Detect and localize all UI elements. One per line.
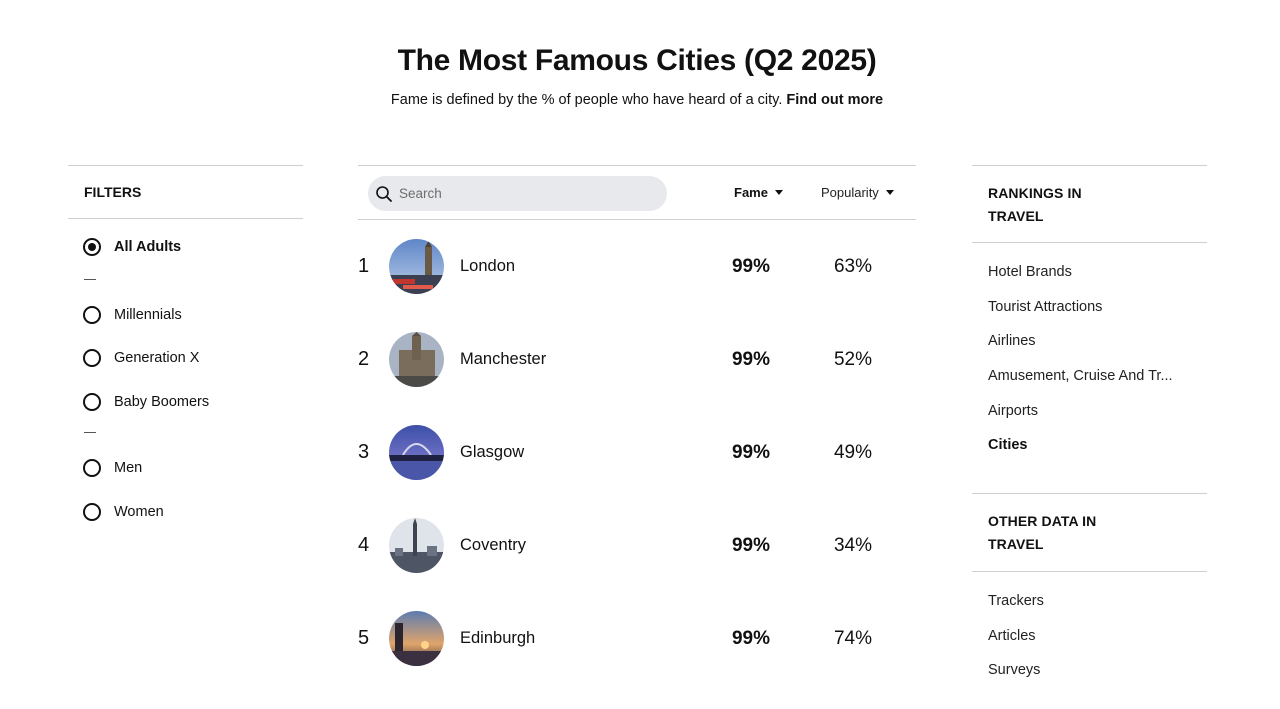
city-name: Edinburgh: [460, 629, 536, 647]
radio-icon[interactable]: [83, 393, 101, 411]
fame-value: 99%: [731, 441, 771, 463]
other-data-heading-line: TRAVEL: [988, 535, 1044, 552]
city-name: Manchester: [460, 350, 547, 368]
city-thumbnail: [389, 331, 444, 387]
sort-fame-button[interactable]: Fame: [734, 185, 783, 200]
other-data-heading: OTHER DATA IN TRAVEL: [972, 493, 1207, 572]
link-tourist-attractions[interactable]: Tourist Attractions: [988, 299, 1103, 315]
divider-dash: [84, 279, 96, 280]
page-title: The Most Famous Cities (Q2 2025): [397, 44, 877, 77]
filter-label: Baby Boomers: [114, 394, 210, 410]
link-airports[interactable]: Airports: [988, 403, 1038, 419]
search-icon: [376, 185, 392, 202]
rank-number: 3: [358, 441, 370, 463]
table-row[interactable]: 2 Manchester 99% 52%: [358, 313, 916, 406]
radio-icon[interactable]: [83, 459, 101, 477]
city-thumbnail: [389, 610, 444, 666]
rank-number: 4: [358, 534, 370, 556]
table-row[interactable]: 3 Glasgow 99% 49%: [358, 406, 916, 499]
radio-icon[interactable]: [83, 503, 101, 521]
filter-label: All Adults: [114, 239, 182, 255]
link-airlines[interactable]: Airlines: [988, 333, 1036, 349]
popularity-value: 52%: [833, 348, 873, 370]
city-name: Glasgow: [460, 443, 525, 461]
link-cities[interactable]: Cities: [988, 437, 1028, 453]
filter-label: Women: [114, 504, 164, 520]
popularity-value: 34%: [833, 534, 873, 556]
filters-panel: FILTERS All Adults Millennials Generatio…: [68, 165, 303, 521]
filter-all-adults[interactable]: All Adults: [83, 238, 181, 256]
table-row[interactable]: 5 Edinburgh 99% 74%: [358, 592, 916, 685]
fame-value: 99%: [731, 348, 771, 370]
rankings-table: Fame Popularity 1: [358, 165, 916, 666]
fame-value: 99%: [731, 534, 771, 556]
filter-label: Generation X: [114, 350, 200, 366]
search-box[interactable]: [368, 176, 667, 211]
right-sidebar: RANKINGS IN TRAVEL Hotel Brands Tourist …: [972, 165, 1207, 678]
city-thumbnail: [389, 517, 444, 573]
link-hotel-brands[interactable]: Hotel Brands: [988, 264, 1072, 280]
sort-fame-label: Fame: [734, 185, 768, 200]
link-amusement-cruise[interactable]: Amusement, Cruise And Tr...: [988, 368, 1173, 384]
radio-checked-icon[interactable]: [83, 238, 101, 256]
caret-down-icon: [885, 190, 894, 195]
filter-baby-boomers[interactable]: Baby Boomers: [83, 393, 209, 411]
rank-number: 1: [358, 255, 370, 277]
table-toolbar: Fame Popularity: [358, 165, 916, 220]
radio-icon[interactable]: [83, 306, 101, 324]
filter-men[interactable]: Men: [83, 459, 142, 477]
city-thumbnail: [389, 424, 444, 480]
sort-popularity-button[interactable]: Popularity: [821, 185, 894, 200]
filter-women[interactable]: Women: [83, 503, 164, 521]
subtitle-text: Fame is defined by the % of people who h…: [390, 92, 783, 108]
fame-value: 99%: [731, 255, 771, 277]
fame-value: 99%: [731, 627, 771, 649]
filter-millennials[interactable]: Millennials: [83, 306, 182, 324]
link-trackers[interactable]: Trackers: [988, 593, 1044, 609]
filter-label: Millennials: [114, 307, 182, 323]
rankings-heading: RANKINGS IN TRAVEL: [972, 165, 1207, 243]
filter-label: Men: [114, 460, 143, 476]
city-name: London: [460, 257, 516, 275]
rankings-heading-line: TRAVEL: [988, 207, 1044, 224]
find-out-more-link[interactable]: Find out more: [786, 92, 884, 108]
page-subtitle: Fame is defined by the % of people who h…: [0, 92, 1274, 108]
table-row[interactable]: 1 London 99% 63%: [358, 220, 916, 313]
table-row[interactable]: 4 Coventry 99% 34%: [358, 499, 916, 592]
popularity-value: 74%: [833, 627, 873, 649]
link-articles[interactable]: Articles: [988, 628, 1036, 644]
rank-number: 5: [358, 627, 370, 649]
caret-down-icon: [774, 190, 783, 195]
popularity-value: 63%: [833, 255, 873, 277]
city-thumbnail: [389, 238, 444, 294]
other-data-heading-line: OTHER DATA IN: [988, 513, 1097, 529]
radio-icon[interactable]: [83, 349, 101, 367]
rank-number: 2: [358, 348, 370, 370]
search-input[interactable]: [397, 185, 641, 202]
rankings-heading-line: RANKINGS IN: [988, 185, 1082, 201]
city-name: Coventry: [460, 536, 527, 554]
popularity-value: 49%: [833, 441, 873, 463]
filter-generation-x[interactable]: Generation X: [83, 349, 199, 367]
sort-popularity-label: Popularity: [821, 185, 879, 200]
link-surveys[interactable]: Surveys: [988, 662, 1041, 678]
divider-dash: [84, 432, 96, 433]
filters-heading: FILTERS: [68, 165, 303, 219]
